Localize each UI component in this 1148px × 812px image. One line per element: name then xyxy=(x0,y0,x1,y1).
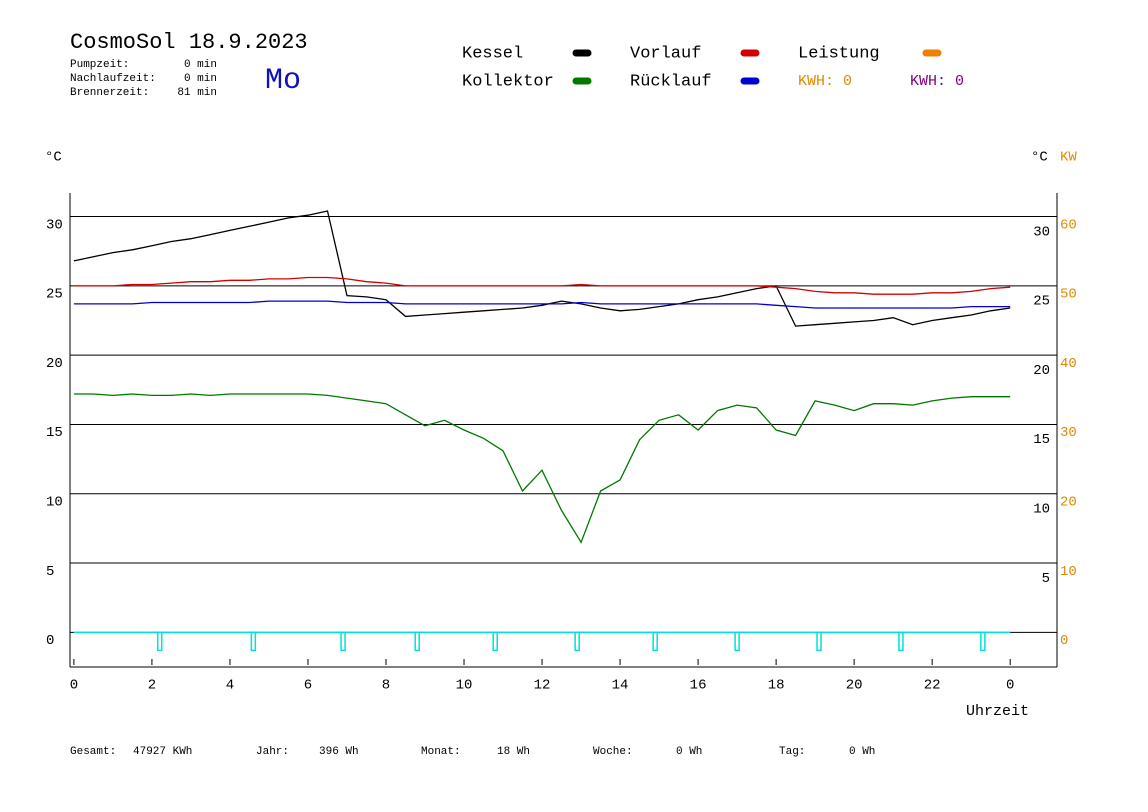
x-tick-label: 10 xyxy=(456,678,473,694)
series-line xyxy=(73,393,1011,544)
pulse xyxy=(574,631,580,652)
pulse xyxy=(156,631,163,652)
footer-label: Monat: xyxy=(421,746,461,758)
kwh-label: KWH: 0 xyxy=(910,73,964,90)
pulse xyxy=(492,631,498,652)
x-tick-label: 0 xyxy=(1006,678,1014,694)
y-right-tick-label: 30 xyxy=(1033,224,1050,240)
footer-value: 18 Wh xyxy=(497,746,530,758)
y-tick-label: 5 xyxy=(46,564,54,580)
y2-tick-label: 10 xyxy=(1060,564,1077,580)
stat-label: Nachlaufzeit: xyxy=(70,73,156,85)
x-axis-label: Uhrzeit xyxy=(966,703,1029,720)
y-axis-label: °C xyxy=(45,150,62,166)
footer-value: 0 Wh xyxy=(849,746,875,758)
footer-label: Tag: xyxy=(779,746,805,758)
y-right-tick-label: 5 xyxy=(1042,571,1050,587)
x-tick-label: 6 xyxy=(304,678,312,694)
pulse xyxy=(414,631,420,652)
y2-tick-label: 50 xyxy=(1060,287,1077,303)
legend-label: Kessel xyxy=(462,44,523,63)
y-right-tick-label: 15 xyxy=(1033,432,1050,448)
legend-label: Leistung xyxy=(798,44,880,63)
x-tick-label: 8 xyxy=(382,678,390,694)
series-line xyxy=(73,276,1011,295)
x-tick-label: 4 xyxy=(226,678,234,694)
series-line xyxy=(73,210,1011,327)
pulse xyxy=(250,631,257,652)
legend-label: Rücklauf xyxy=(630,72,712,91)
y-tick-label: 25 xyxy=(46,287,63,303)
footer-value: 0 Wh xyxy=(676,746,702,758)
y-tick-label: 30 xyxy=(46,217,63,233)
x-tick-label: 12 xyxy=(534,678,551,694)
y-tick-label: 15 xyxy=(46,425,63,441)
footer-label: Woche: xyxy=(593,746,633,758)
footer-label: Jahr: xyxy=(256,746,289,758)
x-tick-label: 14 xyxy=(612,678,629,694)
chart-title: CosmoSol 18.9.2023 xyxy=(70,30,308,55)
y-right-tick-label: 25 xyxy=(1033,294,1050,310)
pulse xyxy=(980,631,986,652)
pulse xyxy=(652,631,658,652)
x-tick-label: 22 xyxy=(924,678,941,694)
x-tick-label: 0 xyxy=(70,678,78,694)
y-tick-label: 20 xyxy=(46,356,63,372)
pulse xyxy=(734,631,740,652)
y2-tick-label: 30 xyxy=(1060,425,1077,441)
series-line xyxy=(73,300,1011,309)
legend-label: Vorlauf xyxy=(630,44,701,63)
kwh-label: KWH: 0 xyxy=(798,73,852,90)
stat-label: Brennerzeit: xyxy=(70,87,149,99)
y-right-axis-label: °C xyxy=(1031,150,1048,166)
y2-tick-label: 40 xyxy=(1060,356,1077,372)
weekday: Mo xyxy=(265,64,301,98)
y-right-tick-label: 10 xyxy=(1033,501,1050,517)
x-tick-label: 18 xyxy=(768,678,785,694)
y2-axis-label: KW xyxy=(1060,150,1077,166)
pulse xyxy=(340,631,346,652)
stat-label: Pumpzeit: xyxy=(70,59,129,71)
footer-value: 396 Wh xyxy=(319,746,359,758)
pulse xyxy=(816,631,822,652)
y-right-tick-label: 20 xyxy=(1033,363,1050,379)
stat-value: 0 min xyxy=(184,59,217,71)
x-tick-label: 2 xyxy=(148,678,156,694)
stat-value: 81 min xyxy=(177,87,217,99)
y2-tick-label: 20 xyxy=(1060,494,1077,510)
pulse xyxy=(898,631,904,652)
y2-tick-label: 60 xyxy=(1060,217,1077,233)
y2-tick-label: 0 xyxy=(1060,633,1068,649)
legend-label: Kollektor xyxy=(462,72,554,91)
x-tick-label: 16 xyxy=(690,678,707,694)
y-tick-label: 10 xyxy=(46,494,63,510)
y-tick-label: 0 xyxy=(46,633,54,649)
footer-value: 47927 KWh xyxy=(133,746,192,758)
footer-label: Gesamt: xyxy=(70,746,116,758)
stat-value: 0 min xyxy=(184,73,217,85)
x-tick-label: 20 xyxy=(846,678,863,694)
